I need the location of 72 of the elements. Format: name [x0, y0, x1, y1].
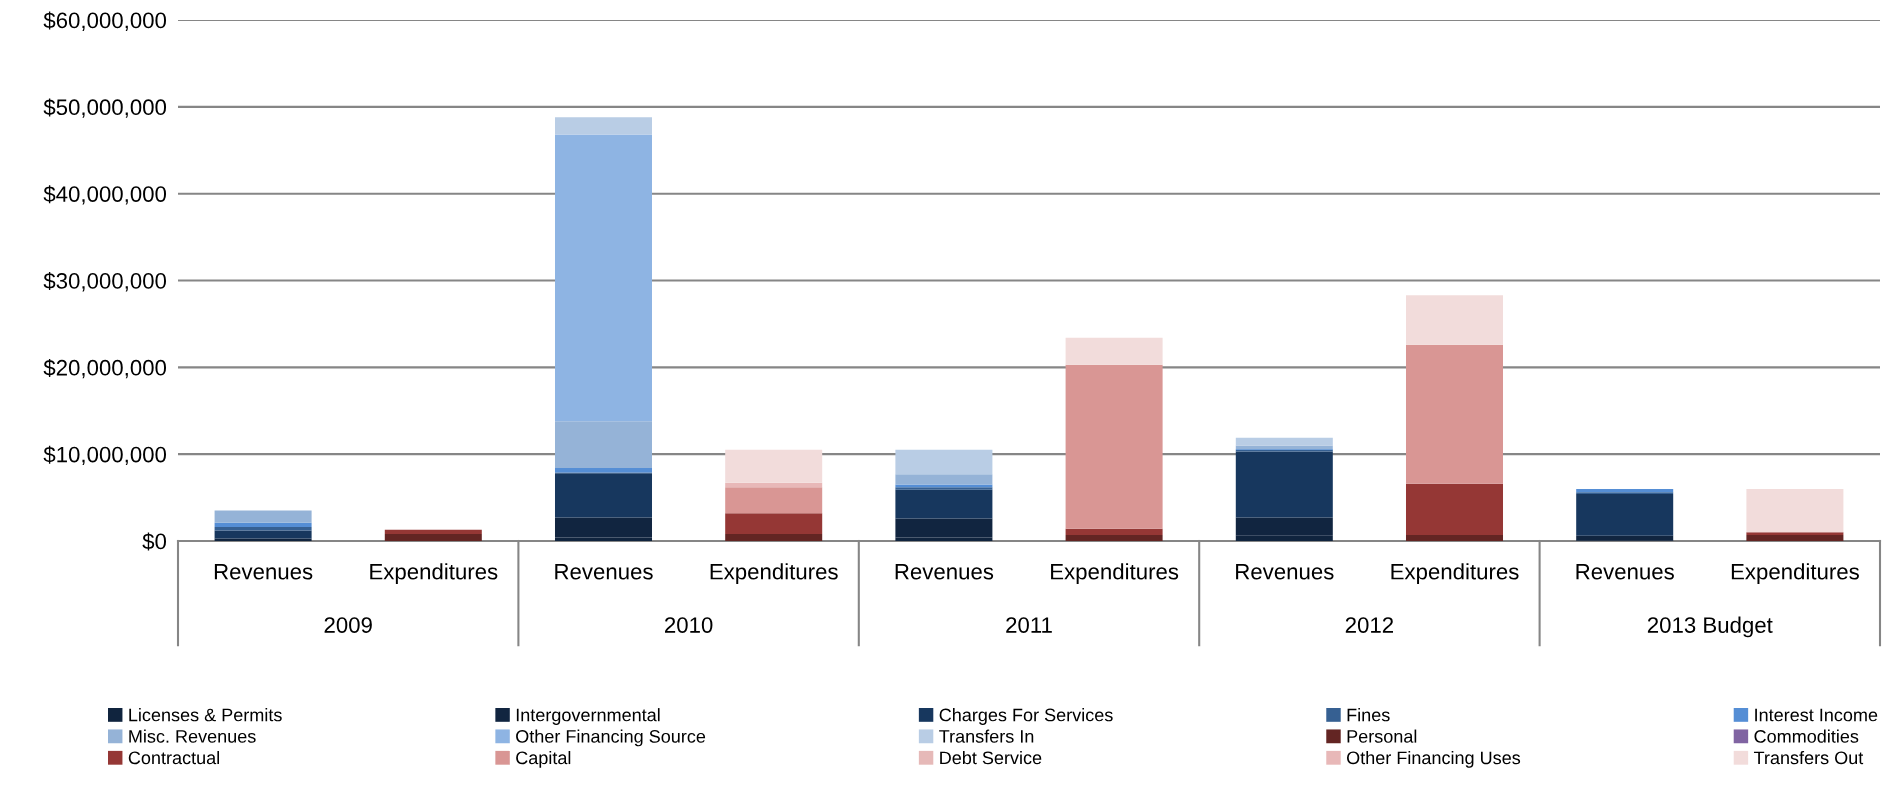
bar — [1235, 451, 1333, 518]
bar — [895, 489, 993, 519]
bar — [1576, 535, 1674, 541]
y-tick-label: $10,000,000 — [43, 445, 167, 466]
x-tick-label: Revenues — [1236, 564, 1334, 580]
bar — [1746, 534, 1844, 541]
legend-label: Personal — [1347, 729, 1417, 743]
bar — [725, 449, 823, 483]
legend-label: Intergovernmental — [516, 708, 660, 725]
y-tick-label: $20,000,000 — [43, 358, 167, 379]
bar — [384, 534, 482, 541]
bar — [1405, 483, 1504, 535]
legend-label: Commodities — [1754, 729, 1859, 743]
y-tick-label: $50,000,000 — [43, 98, 167, 118]
y-tick-label: $0 — [142, 532, 167, 551]
bar — [725, 534, 823, 541]
bar — [725, 513, 823, 535]
bar — [214, 510, 312, 523]
bar — [554, 117, 653, 135]
bar — [895, 474, 993, 485]
legend-label: Other Financing Source — [516, 729, 706, 747]
x-tick-label: Expenditures — [710, 563, 838, 584]
x-tick-label: Revenues — [555, 564, 653, 580]
x-tick-label: Revenues — [895, 564, 994, 580]
x-tick-label: Expenditures — [1391, 563, 1519, 584]
legend-label: Transfers Out — [1753, 751, 1864, 765]
x-tick-label: Revenues — [214, 564, 313, 580]
bar — [725, 482, 823, 488]
bar — [1405, 344, 1504, 484]
bar — [554, 517, 653, 538]
bar — [1065, 337, 1163, 365]
bar — [214, 527, 312, 531]
legend-label: Licenses & Permits — [129, 708, 282, 722]
bar — [1405, 534, 1504, 541]
legend-label: Other Financing Uses — [1346, 750, 1521, 768]
bar — [214, 522, 312, 528]
bar — [725, 487, 823, 514]
bar — [1576, 494, 1674, 536]
x-tick-label: Expenditures — [370, 563, 498, 584]
bar — [1235, 437, 1333, 446]
text: 2012 — [1345, 617, 1393, 633]
text: 2009 — [324, 617, 372, 633]
x-tick-label: Expenditures — [1051, 563, 1179, 584]
legend-label: Contractual — [128, 750, 219, 765]
y-tick-label: $60,000,000 — [43, 11, 167, 31]
bar — [1065, 364, 1163, 529]
bar — [214, 530, 312, 539]
legend-label: Fines — [1347, 708, 1390, 722]
bar — [1405, 295, 1504, 345]
legend-label: Transfers In — [939, 729, 1034, 743]
bar — [1065, 528, 1163, 535]
legend-label: Debt Service — [940, 750, 1042, 765]
x-tick-label: Expenditures — [1731, 563, 1859, 584]
bar — [895, 518, 993, 538]
bar — [1065, 534, 1163, 541]
legend-label: Charges For Services — [939, 708, 1113, 725]
x-tick-label: Revenues — [1576, 564, 1674, 580]
bar — [214, 538, 312, 541]
legend-label: Capital — [516, 750, 571, 768]
text: 2011 — [1006, 617, 1052, 633]
y-tick-label: $30,000,000 — [43, 272, 167, 292]
legend-label: Misc. Revenues — [129, 729, 256, 743]
bar — [1746, 532, 1844, 535]
bar — [554, 468, 653, 473]
bar — [1746, 488, 1844, 533]
text: 2010 — [665, 617, 713, 633]
bar — [384, 529, 482, 535]
y-tick-label: $40,000,000 — [43, 185, 167, 205]
legend-label: Interest Income — [1755, 708, 1878, 722]
text: 2013 Budget — [1647, 616, 1773, 638]
bar — [554, 473, 653, 518]
bar — [895, 449, 993, 475]
